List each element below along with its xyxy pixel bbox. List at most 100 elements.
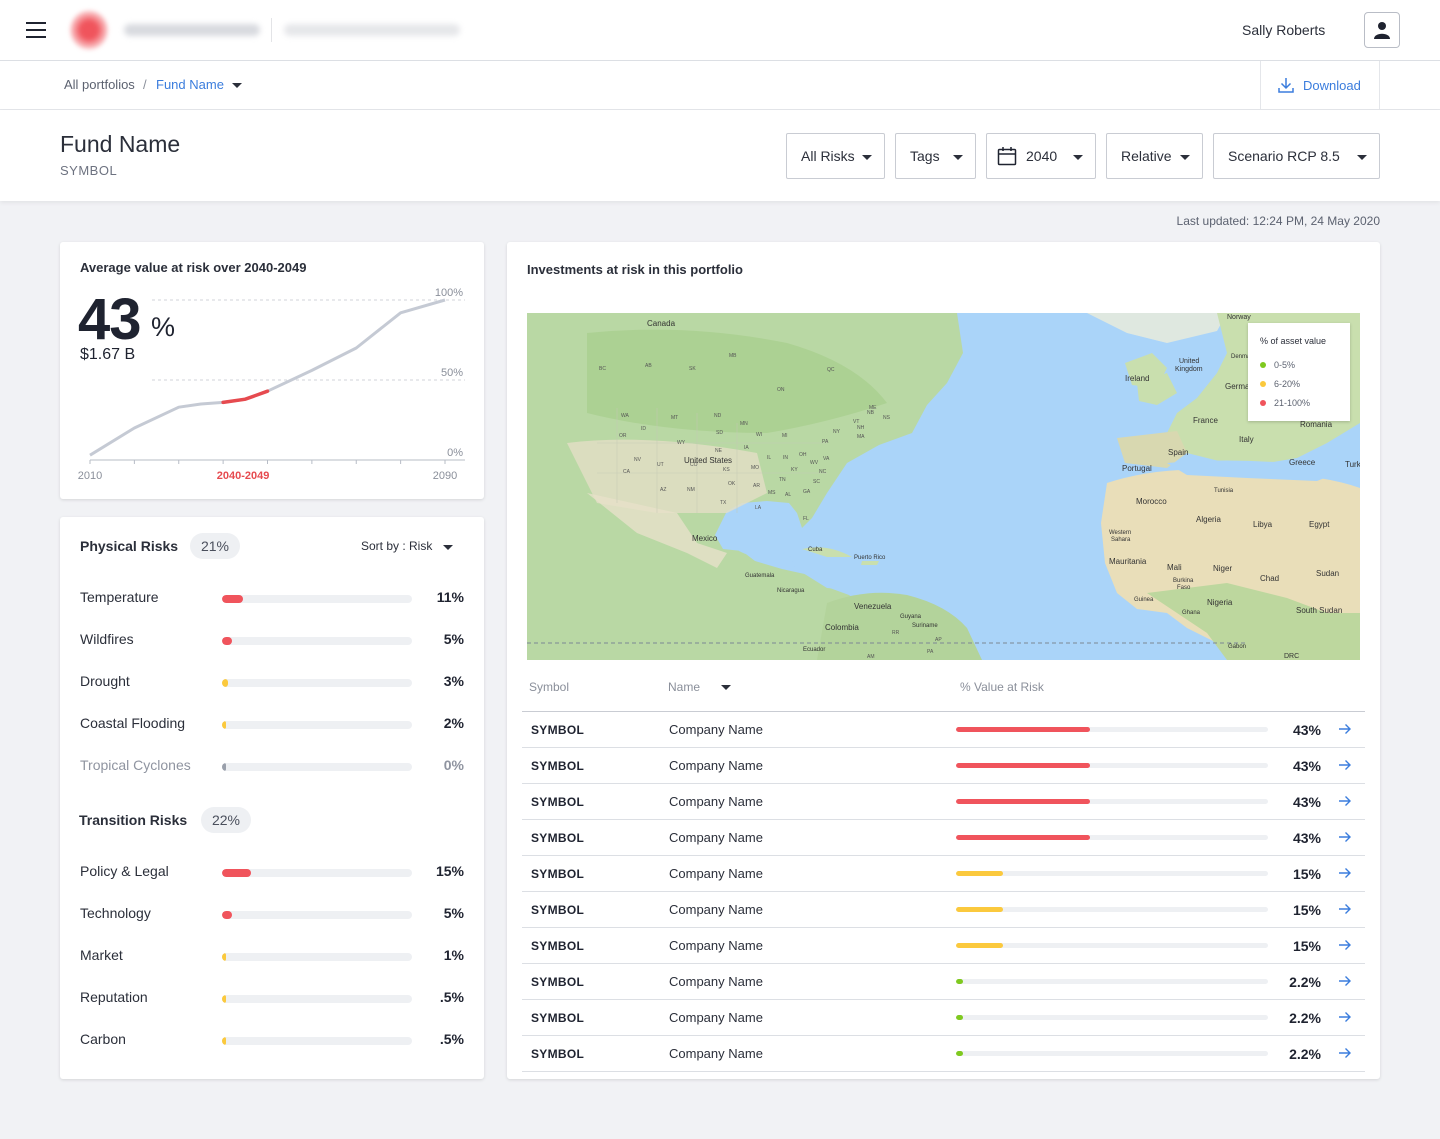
- menu-icon[interactable]: [26, 22, 46, 38]
- row-value: 43%: [1292, 722, 1321, 738]
- svg-text:Egypt: Egypt: [1309, 520, 1330, 529]
- calendar-icon: [997, 147, 1017, 166]
- row-symbol: SYMBOL: [531, 975, 585, 989]
- risk-row[interactable]: Wildfires 5%: [60, 630, 484, 650]
- download-button[interactable]: Download: [1260, 61, 1380, 109]
- row-bar-fill: [956, 871, 1003, 876]
- world-map[interactable]: Canada United States Mexico Cuba Puerto …: [527, 313, 1360, 660]
- risk-bar-fill: [222, 995, 226, 1003]
- svg-text:NV: NV: [634, 457, 642, 463]
- risk-bar-fill: [222, 679, 228, 687]
- table-row[interactable]: SYMBOL Company Name 15%: [522, 856, 1365, 892]
- table-row[interactable]: SYMBOL Company Name 2.2%: [522, 1036, 1365, 1072]
- legend-dot-high: [1260, 400, 1266, 406]
- row-bar-track: [956, 871, 1268, 876]
- svg-text:MI: MI: [782, 433, 788, 439]
- row-value: 43%: [1292, 830, 1321, 846]
- svg-text:Ireland: Ireland: [1125, 374, 1149, 383]
- table-row[interactable]: SYMBOL Company Name 43%: [522, 712, 1365, 748]
- map-legend: % of asset value 0-5% 6-20% 21-100%: [1248, 323, 1350, 421]
- arrow-right-icon[interactable]: [1338, 1047, 1352, 1059]
- chevron-down-icon[interactable]: [232, 83, 242, 88]
- risks-dropdown[interactable]: All Risks: [786, 133, 885, 179]
- arrow-right-icon[interactable]: [1338, 939, 1352, 951]
- svg-text:Ghana: Ghana: [1182, 610, 1201, 616]
- row-company-name: Company Name: [669, 974, 763, 989]
- arrow-right-icon[interactable]: [1338, 1011, 1352, 1023]
- arrow-right-icon[interactable]: [1338, 795, 1352, 807]
- svg-text:Chad: Chad: [1260, 574, 1279, 583]
- chart-x-tick-label: 2090: [433, 470, 457, 482]
- transition-risks-title: Transition Risks: [79, 812, 188, 828]
- scenario-dropdown-label: Scenario RCP 8.5: [1228, 148, 1340, 164]
- arrow-right-icon[interactable]: [1338, 759, 1352, 771]
- svg-text:MS: MS: [768, 490, 776, 496]
- svg-text:Germany: Germany: [1225, 382, 1258, 391]
- arrow-right-icon[interactable]: [1338, 867, 1352, 879]
- row-company-name: Company Name: [669, 758, 763, 773]
- table-row[interactable]: SYMBOL Company Name 2.2%: [522, 1000, 1365, 1036]
- risk-row[interactable]: Market 1%: [60, 946, 484, 966]
- row-bar-track: [956, 799, 1268, 804]
- chevron-down-icon[interactable]: [443, 545, 453, 550]
- svg-text:ON: ON: [777, 387, 785, 393]
- risk-label: Carbon: [80, 1031, 126, 1047]
- breadcrumb-fund-name[interactable]: Fund Name: [156, 77, 224, 92]
- chart-x-tick-label: 2010: [78, 470, 102, 482]
- table-row[interactable]: SYMBOL Company Name 15%: [522, 892, 1365, 928]
- column-symbol[interactable]: Symbol: [529, 680, 570, 694]
- row-bar-fill: [956, 799, 1090, 804]
- year-dropdown[interactable]: 2040: [986, 133, 1096, 179]
- risk-row[interactable]: Carbon .5%: [60, 1030, 484, 1050]
- blurred-company-name: [124, 24, 260, 36]
- breadcrumb-all-portfolios[interactable]: All portfolios: [64, 77, 135, 92]
- table-row[interactable]: SYMBOL Company Name 2.2%: [522, 964, 1365, 1000]
- svg-text:Gabon: Gabon: [1228, 644, 1246, 650]
- user-account-button[interactable]: [1364, 12, 1400, 48]
- svg-text:SD: SD: [716, 430, 723, 436]
- physical-risks-title: Physical Risks: [80, 538, 179, 554]
- risk-row[interactable]: Policy & Legal 15%: [60, 862, 484, 882]
- risk-bar-track: [222, 763, 412, 771]
- risk-value: 5%: [443, 631, 464, 647]
- risk-row[interactable]: Tropical Cyclones 0%: [60, 756, 484, 776]
- tags-dropdown[interactable]: Tags: [895, 133, 976, 179]
- risk-row[interactable]: Reputation .5%: [60, 988, 484, 1008]
- svg-text:NB: NB: [867, 410, 875, 416]
- svg-text:AM: AM: [867, 654, 875, 660]
- column-name[interactable]: Name: [668, 680, 701, 694]
- risk-label: Coastal Flooding: [80, 715, 186, 731]
- table-row[interactable]: SYMBOL Company Name 15%: [522, 928, 1365, 964]
- year-dropdown-label: 2040: [1026, 148, 1058, 164]
- svg-text:Portugal: Portugal: [1122, 464, 1152, 473]
- column-value-at-risk[interactable]: % Value at Risk: [960, 680, 1044, 694]
- arrow-right-icon[interactable]: [1338, 723, 1352, 735]
- risk-label: Wildfires: [80, 631, 134, 647]
- table-row[interactable]: SYMBOL Company Name 43%: [522, 820, 1365, 856]
- breadcrumb: All portfolios / Fund Name Download: [0, 61, 1440, 110]
- arrow-right-icon[interactable]: [1338, 831, 1352, 843]
- mode-dropdown[interactable]: Relative: [1106, 133, 1203, 179]
- sort-desc-icon[interactable]: [721, 685, 731, 690]
- risk-label: Drought: [80, 673, 130, 689]
- table-row[interactable]: SYMBOL Company Name 43%: [522, 748, 1365, 784]
- sort-by-dropdown[interactable]: Sort by : Risk: [361, 539, 433, 553]
- svg-text:ME: ME: [869, 405, 877, 411]
- scenario-dropdown[interactable]: Scenario RCP 8.5: [1213, 133, 1380, 179]
- svg-text:Canada: Canada: [647, 319, 676, 328]
- physical-risks-pct: 21%: [190, 533, 240, 559]
- chart-x-tick-label: 2040-2049: [217, 470, 270, 482]
- svg-text:United: United: [1179, 358, 1199, 365]
- risk-row[interactable]: Drought 3%: [60, 672, 484, 692]
- risk-row[interactable]: Temperature 11%: [60, 588, 484, 608]
- risk-row[interactable]: Coastal Flooding 2%: [60, 714, 484, 734]
- arrow-right-icon[interactable]: [1338, 903, 1352, 915]
- svg-text:WA: WA: [621, 413, 630, 419]
- svg-text:Sudan: Sudan: [1316, 569, 1339, 578]
- download-label: Download: [1303, 77, 1361, 93]
- risk-row[interactable]: Technology 5%: [60, 904, 484, 924]
- svg-text:TN: TN: [779, 477, 786, 483]
- chevron-down-icon: [1357, 155, 1367, 160]
- arrow-right-icon[interactable]: [1338, 975, 1352, 987]
- table-row[interactable]: SYMBOL Company Name 43%: [522, 784, 1365, 820]
